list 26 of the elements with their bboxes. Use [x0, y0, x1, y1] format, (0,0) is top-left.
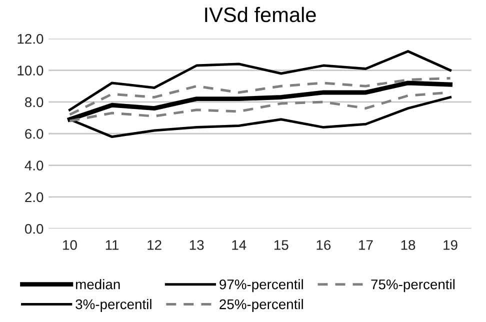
x-tick-label: 16 — [316, 240, 331, 250]
legend-label: median — [76, 279, 120, 290]
x-tick-label: 10 — [63, 240, 77, 250]
legend-label: 25%-percentil — [220, 299, 303, 312]
x-tick-label: 13 — [190, 240, 204, 250]
x-tick-label: 12 — [148, 240, 162, 250]
y-tick-label: 12.0 — [18, 34, 44, 44]
legend-label: 75%-percentil — [371, 279, 455, 292]
y-tick-label: 8.0 — [25, 97, 44, 108]
y-tick-label: 0.0 — [24, 224, 44, 234]
chart-title: IVSd female — [205, 6, 316, 22]
x-tick-label: 18 — [401, 240, 416, 250]
line-series — [68, 76, 452, 116]
y-tick-label: 4.0 — [24, 160, 44, 170]
x-tick-label: 14 — [232, 240, 246, 250]
line-series — [68, 50, 452, 112]
legend-label: 97%-percentil — [220, 279, 303, 292]
x-tick-label: 17 — [359, 240, 373, 250]
x-tick-label: 11 — [106, 240, 119, 250]
y-tick-label: 6.0 — [25, 128, 44, 139]
x-tick-label: 19 — [444, 240, 458, 250]
y-tick-label: 2.0 — [25, 192, 44, 202]
y-tick-label: 10.0 — [18, 66, 44, 76]
line-series — [68, 91, 452, 122]
legend-label: 3%-percentil — [76, 299, 152, 312]
x-tick-label: 15 — [274, 240, 288, 250]
